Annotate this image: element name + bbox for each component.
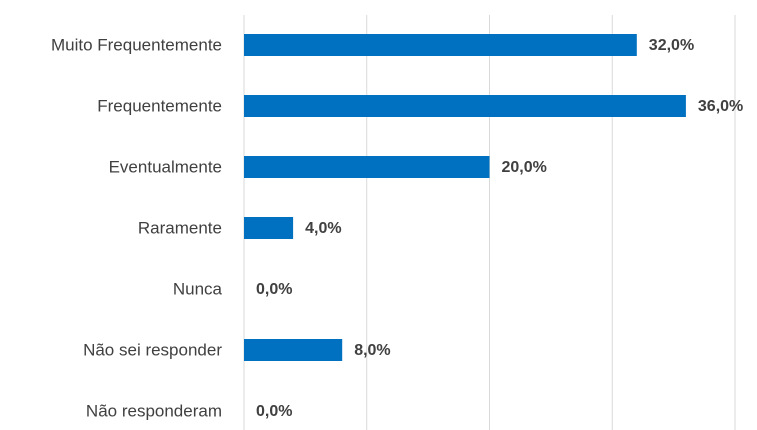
category-label: Nunca [173,279,223,298]
value-label: 0,0% [256,403,292,420]
bar [244,339,343,361]
category-label: Não responderam [86,401,222,420]
bar [244,156,490,178]
category-label: Eventualmente [109,157,222,176]
bar [244,95,686,117]
value-label: 36,0% [698,98,743,115]
bar [244,217,294,239]
value-label: 20,0% [502,159,547,176]
value-label: 4,0% [305,220,341,237]
category-label: Muito Frequentemente [51,35,222,54]
category-label: Não sei responder [83,340,222,359]
value-label: 32,0% [649,37,694,54]
category-label: Raramente [138,218,222,237]
value-label: 8,0% [354,342,390,359]
value-label: 0,0% [256,281,292,298]
bar [244,34,637,56]
category-label: Frequentemente [97,96,222,115]
